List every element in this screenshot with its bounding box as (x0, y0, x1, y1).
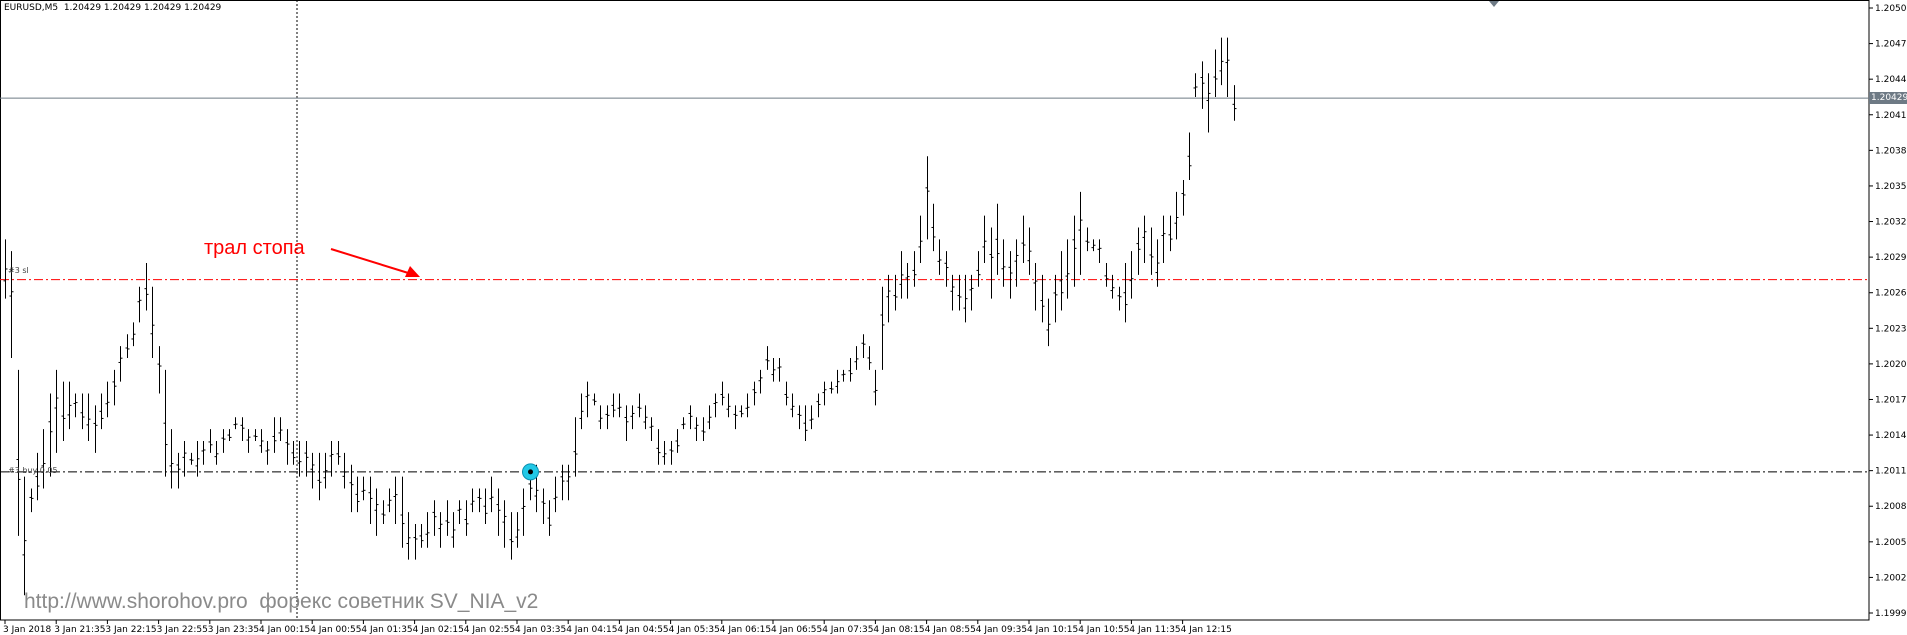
x-tick-label: 4 Jan 04:55 (617, 625, 668, 635)
x-tick-label: 4 Jan 08:55 (925, 625, 976, 635)
x-tick-label: 4 Jan 10:15 (1027, 625, 1078, 635)
y-tick-label: 1.20145 (1875, 431, 1907, 441)
x-tick-label: 3 Jan 23:35 (208, 625, 259, 635)
y-tick-label: 1.20175 (1875, 395, 1907, 405)
y-tick-label: 1.20085 (1875, 502, 1907, 512)
annotation-arrow-line (330, 248, 419, 277)
y-tick-label: 1.20115 (1875, 467, 1907, 477)
y-tick-label: 1.20355 (1875, 182, 1907, 192)
y-tick-label: 1.20445 (1875, 75, 1907, 85)
current-price-tag: 1.20429 (1869, 92, 1907, 104)
symbol-info: EURUSD,M5 1.20429 1.20429 1.20429 1.2042… (4, 3, 222, 13)
x-tick-label: 3 Jan 22:55 (157, 625, 208, 635)
y-tick-label: 1.19995 (1875, 609, 1907, 619)
x-tick-label: 4 Jan 09:35 (976, 625, 1027, 635)
x-tick-label: 4 Jan 12:15 (1181, 625, 1232, 635)
x-tick-label: 4 Jan 03:35 (515, 625, 566, 635)
x-tick-label: 4 Jan 01:35 (361, 625, 412, 635)
x-tick-label: 4 Jan 08:15 (873, 625, 924, 635)
x-tick-label: 4 Jan 11:35 (1129, 625, 1180, 635)
x-tick-label: 3 Jan 2018 (3, 625, 51, 635)
y-tick-label: 1.20265 (1875, 289, 1907, 299)
x-tick-label: 4 Jan 05:35 (669, 625, 720, 635)
chart-shift-marker (1489, 1, 1499, 7)
buy-level-label: #3 buy 0.05 (8, 466, 58, 475)
x-tick-label: 4 Jan 06:15 (720, 625, 771, 635)
watermark: http://www.shorohov.pro форекс советник … (24, 590, 539, 613)
y-tick-label: 1.20475 (1875, 40, 1907, 50)
y-tick-label: 1.20415 (1875, 111, 1907, 121)
trailing-stop-annotation: трал стопа (204, 237, 305, 259)
y-tick-label: 1.20505 (1875, 4, 1907, 14)
y-tick-label: 1.20235 (1875, 324, 1907, 334)
x-tick-label: 4 Jan 00:15 (259, 625, 310, 635)
y-tick-label: 1.20385 (1875, 146, 1907, 156)
x-tick-label: 4 Jan 00:55 (310, 625, 361, 635)
y-tick-label: 1.20055 (1875, 538, 1907, 548)
y-tick-label: 1.20025 (1875, 573, 1907, 583)
y-tick-label: 1.20295 (1875, 253, 1907, 263)
y-tick-label: 1.20325 (1875, 218, 1907, 228)
plot-frame (0, 0, 1870, 621)
y-tick-label: 1.20205 (1875, 360, 1907, 370)
x-tick-label: 4 Jan 02:55 (464, 625, 515, 635)
annotation-arrow-head (405, 266, 420, 277)
trade-entry-marker-dot (528, 469, 533, 475)
x-tick-label: 4 Jan 07:35 (822, 625, 873, 635)
x-tick-label: 3 Jan 21:35 (54, 625, 105, 635)
stop-level-label: #3 sl (8, 266, 29, 275)
x-tick-label: 3 Jan 22:15 (105, 625, 156, 635)
x-tick-label: 4 Jan 10:55 (1078, 625, 1129, 635)
x-tick-label: 4 Jan 02:15 (413, 625, 464, 635)
x-tick-label: 4 Jan 06:55 (771, 625, 822, 635)
x-tick-label: 4 Jan 04:15 (566, 625, 617, 635)
